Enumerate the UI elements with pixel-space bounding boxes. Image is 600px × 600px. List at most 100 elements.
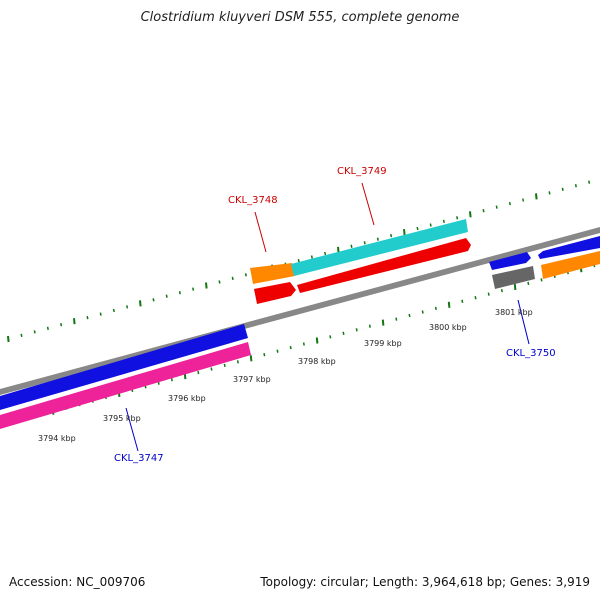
minor-tick [395,317,398,321]
minor-tick [508,201,511,206]
gene-feature-blue-small [489,252,531,270]
gene-feature-red-large [297,238,471,293]
major-tick [139,300,142,307]
major-tick [381,319,385,326]
minor-tick [500,288,503,293]
major-tick [73,318,76,325]
gene-label-ckl-3747: CKL_3747 [114,453,164,464]
minor-tick [86,315,89,320]
major-tick [513,283,517,291]
minor-tick [297,258,300,263]
gene-feature-orange [250,263,295,284]
gene-label-ckl-3748: CKL_3748 [228,195,278,206]
minor-tick [310,255,313,259]
minor-tick [210,367,213,371]
major-tick [315,337,319,344]
minor-tick [46,326,49,330]
minor-tick [342,331,345,335]
minor-tick [527,281,530,286]
major-tick [7,335,10,343]
minor-tick [324,251,327,256]
major-tick [447,301,451,308]
minor-tick [588,180,591,184]
minor-tick [421,310,424,314]
gene-label-ckl-3749: CKL_3749 [337,166,387,177]
minor-tick [522,198,525,202]
minor-tick [487,292,490,296]
minor-tick [540,278,543,282]
minor-tick [244,273,247,277]
minor-tick [231,276,234,281]
minor-tick [223,363,226,368]
minor-tick [548,191,551,195]
minor-tick [152,298,155,302]
minor-tick [482,209,485,213]
scale-label: 3801 kbp [495,308,533,317]
scale-label: 3794 kbp [38,434,76,443]
minor-tick [20,333,23,338]
minor-tick [197,370,200,375]
minor-tick [218,280,221,284]
minor-tick [170,378,173,382]
major-tick [205,282,208,289]
minor-tick [99,312,102,316]
minor-tick [495,205,498,209]
minor-tick [368,324,371,328]
gene-feature-blue-right [538,236,600,259]
gene-feature-red-small [254,282,296,304]
minor-tick [442,219,445,224]
scale-label: 3795 kbp [103,414,141,423]
minor-tick [236,360,239,364]
minor-tick [289,345,292,350]
minor-tick [461,299,464,303]
minor-tick [126,305,129,309]
minor-tick [456,216,459,220]
connector-ckl-3750 [517,299,530,345]
minor-tick [474,296,477,300]
minor-tick [561,187,564,191]
minor-tick [276,349,279,353]
scale-label: 3799 kbp [364,339,402,348]
genome-stats-label: Topology: circular; Length: 3,964,618 bp… [260,575,590,589]
minor-tick [408,313,411,318]
minor-tick [302,342,305,346]
minor-tick [574,184,577,188]
minor-tick [376,237,379,241]
minor-tick [165,294,168,298]
scale-label: 3798 kbp [298,357,336,366]
minor-tick [112,308,115,313]
gene-feature-gray [492,266,535,289]
minor-tick [434,306,437,311]
connector-ckl-3747 [125,407,139,452]
minor-tick [363,241,366,245]
gene-feature-pink-left [0,342,251,429]
gene-feature-cyan [291,219,468,276]
minor-tick [60,323,63,327]
gene-feature-blue-left [0,324,248,410]
minor-tick [429,223,432,227]
minor-tick [178,291,181,295]
map-title: Clostridium kluyveri DSM 555, complete g… [140,10,460,25]
connector-ckl-3749 [361,182,375,226]
minor-tick [192,287,195,291]
minor-tick [329,335,332,339]
minor-tick [416,226,419,231]
scale-label: 3800 kbp [429,323,467,332]
major-tick [535,193,538,200]
minor-tick [390,233,393,238]
major-tick [249,355,253,362]
minor-tick [350,244,353,248]
major-tick [469,211,472,218]
connector-ckl-3748 [254,211,267,253]
minor-tick [33,330,36,334]
tick-marks-lower [0,263,596,428]
minor-tick [355,328,358,332]
minor-tick [263,353,266,357]
gene-feature-orange-right [541,251,600,279]
scale-label: 3797 kbp [233,375,271,384]
scale-label: 3796 kbp [168,394,206,403]
accession-label: Accession: NC_009706 [9,575,146,589]
major-tick [403,229,406,236]
gene-label-ckl-3750: CKL_3750 [506,348,556,359]
